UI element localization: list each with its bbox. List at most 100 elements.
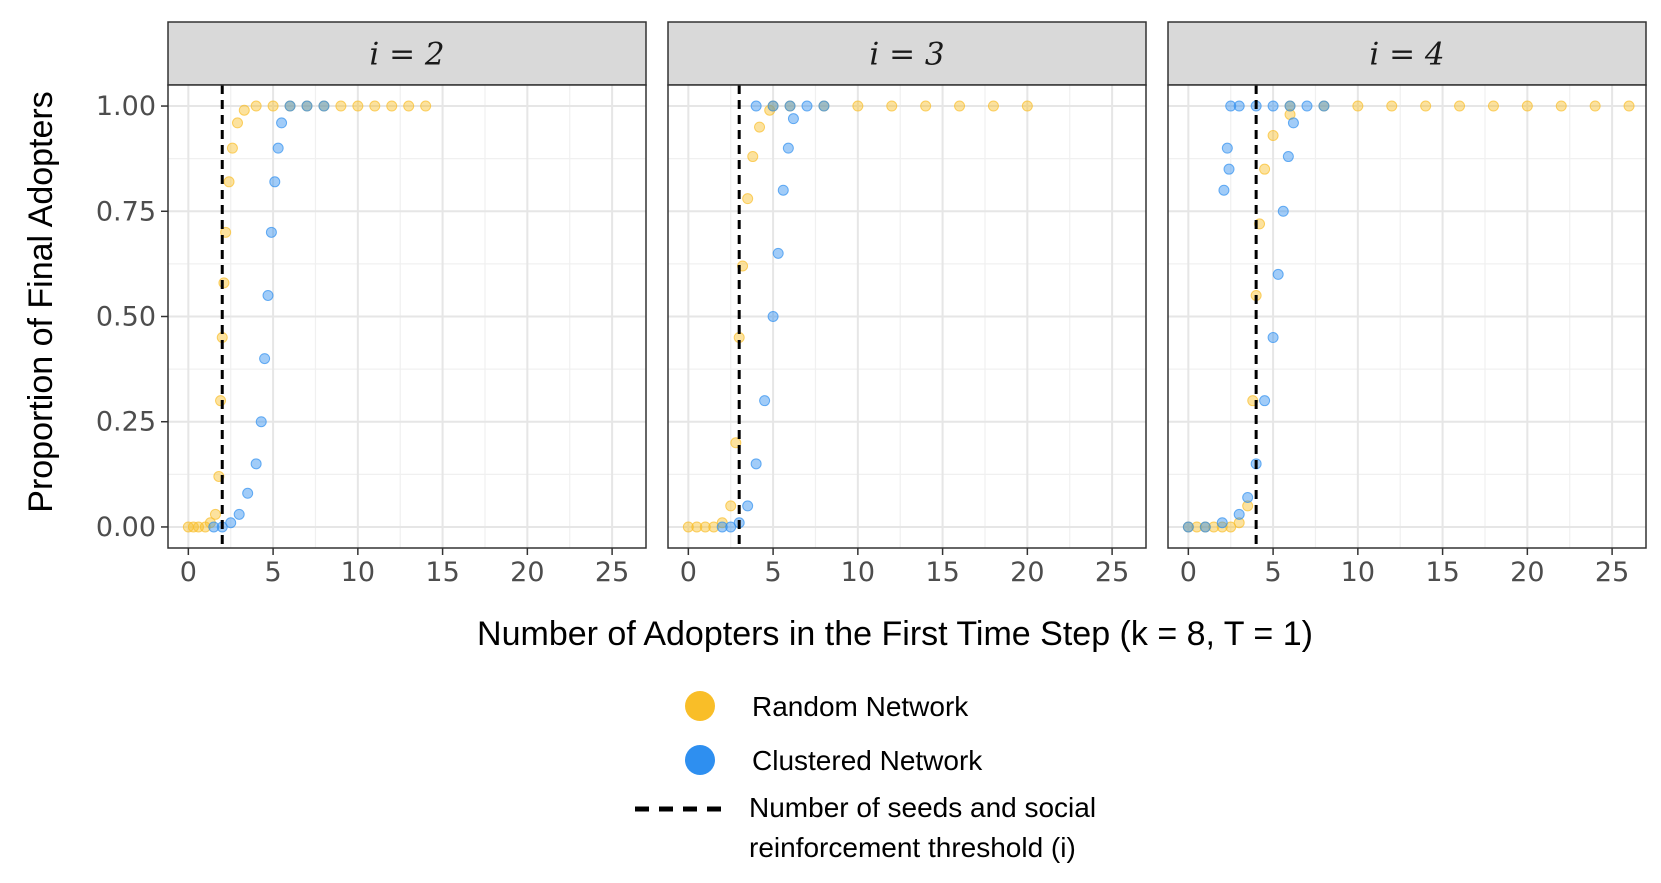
data-point xyxy=(403,100,415,112)
facet-strip xyxy=(167,21,647,86)
major-gridlines xyxy=(168,85,646,548)
data-point xyxy=(747,151,759,163)
data-point xyxy=(1242,500,1254,512)
data-point xyxy=(782,142,794,154)
data-point xyxy=(265,226,277,238)
facet-panel-3: i = 4 0 5 10 15 20 25 xyxy=(1167,21,1647,588)
data-point xyxy=(262,289,274,301)
data-point xyxy=(1221,142,1233,154)
data-point xyxy=(1233,517,1245,529)
facet-strip xyxy=(1167,21,1647,86)
data-point xyxy=(1287,117,1299,129)
data-point xyxy=(777,184,789,196)
data-point xyxy=(759,395,771,407)
x-tick-label: 25 xyxy=(1595,557,1629,588)
data-point xyxy=(1589,100,1601,112)
data-point xyxy=(1216,517,1228,529)
x-tick-label: 10 xyxy=(341,557,375,588)
data-point xyxy=(272,142,284,154)
data-point xyxy=(318,100,330,112)
data-point xyxy=(1233,100,1245,112)
data-point xyxy=(1420,100,1432,112)
data-point xyxy=(772,247,784,259)
data-point xyxy=(852,100,864,112)
x-tick-label: 20 xyxy=(1510,557,1544,588)
data-point xyxy=(1284,100,1296,112)
data-point xyxy=(220,226,232,238)
data-point xyxy=(1182,521,1194,533)
panel-border xyxy=(667,84,1147,549)
data-point xyxy=(369,100,381,112)
data-point xyxy=(352,100,364,112)
x-tick-label: 25 xyxy=(595,557,629,588)
data-point xyxy=(1259,395,1271,407)
x-tick-label: 5 xyxy=(1264,557,1281,588)
data-point xyxy=(742,193,754,205)
legend-item-clustered: Clustered Network xyxy=(685,745,983,776)
data-point xyxy=(1277,205,1289,217)
data-point xyxy=(742,500,754,512)
data-point xyxy=(725,500,737,512)
data-point xyxy=(1623,100,1635,112)
data-point xyxy=(1242,491,1254,503)
data-point xyxy=(1233,508,1245,520)
legend-label-line1: Number of seeds and social xyxy=(749,792,1096,823)
data-point xyxy=(1272,268,1284,280)
data-point xyxy=(208,521,220,533)
data-point xyxy=(218,277,230,289)
data-point xyxy=(238,104,250,116)
x-tick-label: 20 xyxy=(510,557,544,588)
major-gridlines xyxy=(668,85,1146,548)
data-point xyxy=(1223,163,1235,175)
data-point xyxy=(818,100,830,112)
panel-border xyxy=(1167,84,1647,549)
data-point xyxy=(1216,521,1228,533)
data-point xyxy=(215,395,227,407)
series-clustered xyxy=(716,100,830,533)
x-tick-label: 20 xyxy=(1010,557,1044,588)
data-point xyxy=(250,458,262,470)
facet-panel-2: i = 3 0 5 10 15 20 25 xyxy=(667,21,1147,588)
legend-item-random: Random Network xyxy=(685,691,969,722)
y-tick-label: 0.50 xyxy=(96,302,156,333)
y-tick-label: 0.00 xyxy=(96,512,156,543)
data-point xyxy=(1267,100,1279,112)
data-point xyxy=(242,487,254,499)
data-point xyxy=(386,100,398,112)
data-point xyxy=(225,517,237,529)
data-point xyxy=(750,458,762,470)
data-point xyxy=(954,100,966,112)
x-tick-label: 10 xyxy=(1341,557,1375,588)
facet-strip-label: i = 2 xyxy=(369,37,444,73)
data-point xyxy=(335,100,347,112)
data-point xyxy=(767,100,779,112)
data-point xyxy=(716,521,728,533)
data-point xyxy=(1225,100,1237,112)
data-point xyxy=(920,100,932,112)
legend-label-line2: reinforcement threshold (i) xyxy=(749,832,1076,863)
legend-item-threshold: Number of seeds and social reinforcement … xyxy=(635,792,1096,863)
data-point xyxy=(226,142,238,154)
data-point xyxy=(1259,163,1271,175)
x-tick-label: 15 xyxy=(925,557,959,588)
facet-strip-label: i = 4 xyxy=(1369,37,1444,73)
data-point xyxy=(1487,100,1499,112)
y-axis-title: Proportion of Final Adopters xyxy=(22,91,60,512)
data-point xyxy=(276,117,288,129)
data-point xyxy=(1318,100,1330,112)
data-point xyxy=(223,176,235,188)
data-point xyxy=(754,121,766,133)
x-axis-title: Number of Adopters in the First Time Ste… xyxy=(477,615,1313,653)
data-point xyxy=(1352,100,1364,112)
data-point xyxy=(259,353,271,365)
data-point xyxy=(750,100,762,112)
x-tick-label: 5 xyxy=(764,557,781,588)
data-point xyxy=(1454,100,1466,112)
data-point xyxy=(784,100,796,112)
facet-strip xyxy=(667,21,1147,86)
facet-panels: i = 2 0 5 10 15 20 25 0.00 0.25 0.50 0.75 1.00 i = 3… xyxy=(96,21,1647,588)
facet-panel-1: i = 2 0 5 10 15 20 25 0.00 0.25 0.50 0.75 1.00 xyxy=(96,21,647,588)
data-point xyxy=(987,100,999,112)
data-point xyxy=(1267,332,1279,344)
